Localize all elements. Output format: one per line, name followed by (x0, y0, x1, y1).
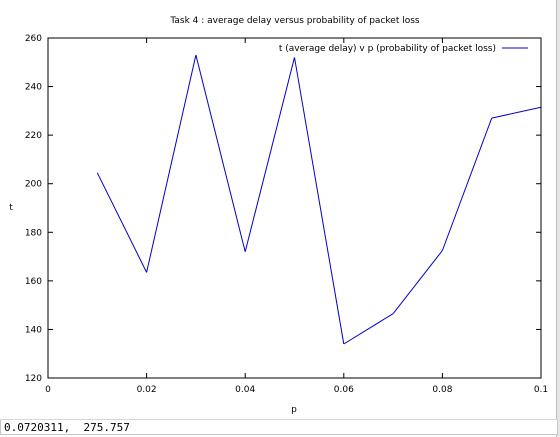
legend-label: t (average delay) v p (probability of pa… (279, 44, 496, 54)
series-layer (96, 54, 542, 345)
series-line-segment (491, 106, 542, 119)
series-line-segment (441, 117, 493, 251)
series-line-segment (392, 250, 443, 314)
series-line-segment (96, 172, 148, 273)
x-tick-label: 0.02 (137, 385, 157, 395)
status-bar: 0.0720311, 275.757 (0, 419, 558, 435)
plot-frame (47, 37, 542, 379)
chart-title: Task 4 : average delay versus probabilit… (169, 16, 420, 26)
y-tick-label: 160 (25, 277, 42, 287)
series-line-segment (244, 57, 295, 252)
series-line-segment (294, 57, 345, 345)
series-line-segment (195, 54, 246, 252)
x-tick-label: 0.06 (334, 385, 354, 395)
series-line-segment (343, 313, 394, 345)
chart: Task 4 : average delay versus probabilit… (9, 16, 548, 415)
x-tick-label: 0 (45, 385, 51, 395)
x-axis-ticks: 0 0.02 0.04 0.06 0.08 0.1 (45, 38, 548, 395)
y-tick-label: 240 (25, 83, 42, 93)
y-tick-label: 220 (25, 131, 42, 141)
x-tick-label: 0.1 (534, 385, 548, 395)
x-tick-label: 0.08 (432, 385, 452, 395)
x-tick-label: 0.04 (235, 385, 255, 395)
x-axis-label: p (291, 405, 297, 415)
y-tick-label: 140 (25, 325, 42, 335)
y-axis-ticks: 120 140 160 180 200 220 240 260 (25, 34, 541, 384)
legend: t (average delay) v p (probability of pa… (279, 44, 528, 54)
y-tick-label: 260 (25, 34, 42, 44)
y-tick-label: 180 (25, 228, 42, 238)
series-line-segment (146, 54, 197, 273)
window-edge (556, 0, 560, 437)
y-tick-label: 200 (25, 180, 42, 190)
y-tick-label: 120 (25, 374, 42, 384)
cursor-coordinates: 0.0720311, 275.757 (4, 421, 130, 434)
y-axis-label: t (9, 203, 13, 213)
